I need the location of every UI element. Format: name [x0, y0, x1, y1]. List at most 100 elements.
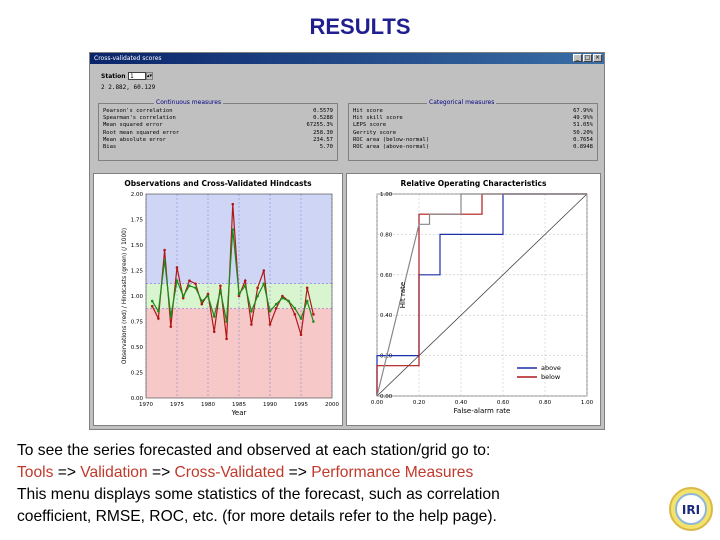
station-spinner[interactable]: ▴▾ — [146, 72, 153, 80]
categorical-row: ROC area (above-normal) 0.8948 — [349, 144, 597, 151]
continuous-row: Spearman's correlation 0.5288 — [99, 115, 337, 122]
data-point — [281, 296, 284, 300]
data-point — [237, 294, 241, 298]
data-point — [262, 282, 266, 286]
data-point — [200, 299, 204, 303]
hindcast-chart-panel: Observations and Cross-Validated Hindcas… — [93, 173, 343, 426]
no-skill-diagonal — [376, 193, 588, 397]
continuous-row: Root mean squared error 258.30 — [99, 130, 337, 137]
categorical-row: Gerrity score 50.20% — [349, 130, 597, 137]
x-tick-label: 0.00 — [371, 400, 384, 406]
data-point — [293, 306, 297, 310]
close-button[interactable]: × — [593, 54, 602, 62]
continuous-value: 5.70 — [319, 144, 333, 151]
data-point — [281, 294, 284, 298]
x-tick-label: 1980 — [201, 402, 215, 408]
cross-validated-scores-window: Cross-validated scores _ □ × Station 1 ▴… — [89, 52, 605, 430]
data-point — [181, 296, 185, 300]
continuous-measures-title: Continuous measures — [154, 99, 224, 106]
continuous-row: Mean absolute error 234.57 — [99, 137, 337, 144]
window-title: Cross-validated scores — [94, 55, 162, 62]
x-tick-label: 0.20 — [413, 400, 426, 406]
categorical-label: Hit skill score — [353, 115, 403, 122]
y-tick-label: 2.00 — [131, 192, 144, 198]
x-tick-label: 1995 — [294, 402, 308, 408]
continuous-label: Mean absolute error — [103, 136, 166, 143]
roc-chart-title: Relative Operating Characteristics — [400, 179, 547, 188]
data-point — [268, 310, 272, 313]
data-point — [219, 284, 222, 288]
slide-caption: To see the series forecasted and observe… — [17, 440, 657, 528]
y-tick-label: 0.25 — [131, 371, 144, 377]
categorical-value: 51.05% — [573, 122, 593, 129]
categorical-row: LEPS score 51.05% — [349, 122, 597, 129]
continuous-value: 258.30 — [313, 129, 333, 136]
roc-chart-panel: Relative Operating Characteristics 0.00 0… — [346, 173, 601, 426]
x-tick-label: 0.80 — [539, 400, 552, 406]
x-tick-label: 1990 — [263, 402, 277, 408]
y-tick-label: 1.00 — [380, 192, 393, 198]
data-point — [243, 284, 247, 288]
iri-logo-icon: IRI — [669, 487, 713, 531]
plot-frame — [145, 193, 333, 399]
data-point — [212, 330, 216, 333]
maximize-button[interactable]: □ — [583, 54, 592, 62]
y-tick-label: 0.75 — [131, 320, 144, 326]
y-tick-label: 0.60 — [380, 273, 393, 279]
data-point — [243, 279, 247, 282]
data-point — [293, 313, 297, 316]
menu-path-cross-validated: Cross-Validated — [174, 464, 285, 481]
continuous-label: Pearson's correlation — [103, 108, 173, 114]
data-point — [188, 284, 191, 288]
x-tick-label: 1975 — [170, 402, 184, 408]
y-axis-label: Observations (red) / Hindcasts (green) (… — [122, 228, 128, 364]
data-point — [157, 310, 160, 313]
data-point — [312, 313, 315, 316]
x-tick-label: 1970 — [139, 402, 153, 408]
data-point — [181, 294, 185, 298]
data-point — [274, 306, 278, 310]
caption-line-1: To see the series forecasted and observe… — [17, 442, 491, 459]
data-point — [256, 294, 259, 298]
data-point — [169, 315, 173, 318]
hindcast-chart: 1970 1975 1980 1985 1990 1995 2000 0.00 0.25 0.50… — [122, 192, 339, 417]
categorical-measures-title: Categorical measures — [427, 99, 497, 106]
y-tick-label: 0.40 — [380, 313, 393, 319]
categorical-label: LEPS score — [353, 122, 387, 129]
data-point — [262, 269, 266, 272]
menu-path-arrow: => — [53, 464, 81, 481]
categorical-label: ROC area (above-normal) — [353, 144, 430, 151]
data-point — [225, 337, 228, 341]
categorical-label: ROC area (below-normal) — [353, 136, 430, 143]
categorical-value: 50.20% — [573, 129, 593, 136]
caption-line-3: This menu displays some statistics of th… — [17, 486, 500, 503]
data-point — [163, 248, 166, 252]
continuous-value: 0.5579 — [313, 108, 333, 114]
continuous-label: Spearman's correlation — [103, 115, 176, 122]
data-point — [287, 299, 290, 303]
station-input[interactable]: 1 — [128, 72, 146, 80]
data-point — [305, 299, 309, 303]
continuous-row: Bias 5.70 — [99, 144, 337, 151]
x-tick-label: 1985 — [232, 402, 246, 408]
roc-curve — [376, 193, 587, 397]
categorical-measures-group: Categorical measures Hit score 67.9%% Hit … — [348, 99, 598, 161]
y-axis-label: Hit rate — [399, 282, 407, 308]
data-point — [188, 279, 191, 282]
data-point — [250, 323, 253, 326]
data-point — [231, 228, 235, 231]
data-point — [212, 315, 216, 318]
menu-path-performance-measures: Performance Measures — [311, 464, 474, 481]
continuous-value: 0.5288 — [313, 115, 333, 122]
logo-text: IRI — [682, 503, 700, 517]
continuous-label: Mean squared error — [103, 122, 163, 129]
data-point — [299, 317, 303, 320]
categorical-row: Hit score 67.9%% — [349, 108, 597, 115]
data-point — [150, 299, 154, 303]
tercile-band — [146, 308, 332, 398]
window-titlebar: Cross-validated scores _ □ × — [90, 53, 604, 64]
x-tick-label: 2000 — [325, 402, 339, 408]
categorical-row: ROC area (below-normal) 0.7654 — [349, 137, 597, 144]
minimize-button[interactable]: _ — [573, 54, 582, 62]
data-point — [231, 202, 235, 206]
